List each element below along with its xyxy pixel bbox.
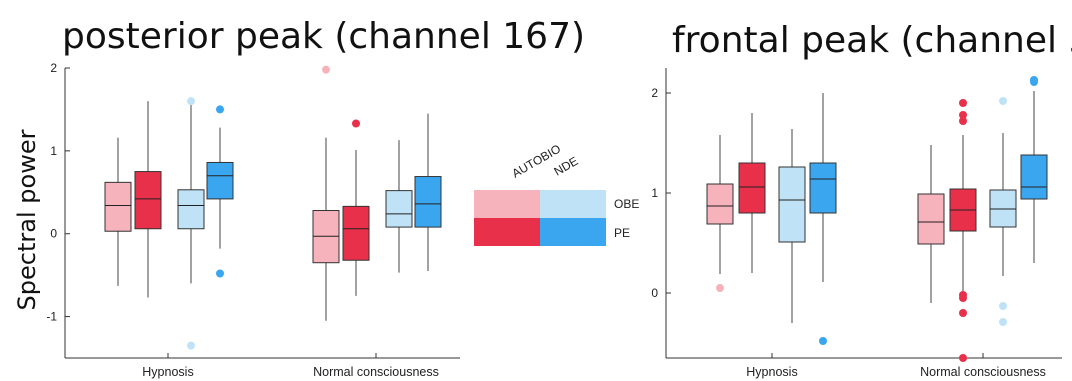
y-tick-label: -1 [46, 310, 57, 324]
box-autobio-pe-normal-consciousness-outlier [959, 309, 967, 317]
box-nde-obe-normal-consciousness-outlier [999, 302, 1007, 310]
legend-swatch-nde-obe [540, 190, 606, 218]
box-autobio-pe-normal-consciousness-outlier [959, 117, 967, 125]
frontal-panel-title: frontal peak (channel 36) [672, 20, 1072, 61]
box-nde-pe-hypnosis-outlier [819, 337, 827, 345]
category-label-hypnosis: Hypnosis [746, 365, 797, 379]
box-autobio-pe-normal-consciousness-outlier [959, 99, 967, 107]
box-nde-obe-normal-consciousness [385, 190, 413, 228]
box-nde-pe-normal-consciousness-outlier [1030, 78, 1038, 86]
category-label-normal: Normal consciousness [313, 365, 439, 379]
box-nde-obe-hypnosis-outlier [187, 97, 195, 106]
legend-swatch-autobio-pe [474, 218, 540, 246]
box-nde-pe-normal-consciousness [1020, 154, 1048, 200]
box-nde-obe-hypnosis-outlier [187, 341, 195, 350]
box-autobio-obe-hypnosis [706, 183, 734, 225]
box-nde-pe-hypnosis [809, 162, 837, 214]
box-autobio-pe-hypnosis [134, 171, 162, 230]
posterior-panel-title: posterior peak (channel 167) [62, 16, 585, 57]
legend-swatch-autobio-obe [474, 190, 540, 218]
legend-row-pe: PE [614, 226, 630, 240]
box-nde-pe-hypnosis-outlier [216, 105, 224, 114]
y-tick-label: 1 [651, 186, 658, 200]
box-nde-obe-normal-consciousness-outlier [999, 318, 1007, 326]
box-autobio-pe-normal-consciousness-outlier [959, 294, 967, 302]
box-nde-pe-normal-consciousness [414, 176, 442, 228]
box-nde-obe-hypnosis [778, 166, 806, 243]
frontal-peak-panel: frontal peak (channel 36) 2 1 0 Hypnosis N… [651, 20, 1072, 379]
box-autobio-obe-hypnosis-outlier [716, 284, 724, 292]
box-autobio-obe-normal-consciousness [917, 193, 945, 245]
box-nde-pe-hypnosis [206, 161, 234, 200]
posterior-plot-area: 2 1 0 -1 [46, 61, 460, 359]
box-autobio-obe-normal-consciousness-outlier [322, 65, 330, 74]
y-tick-label: 1 [50, 144, 57, 158]
y-tick-label: 2 [651, 86, 658, 100]
legend-swatch-nde-pe [540, 218, 606, 246]
y-tick-label: 0 [651, 286, 658, 300]
box-autobio-obe-hypnosis [104, 181, 132, 232]
box-autobio-pe-hypnosis [738, 162, 766, 214]
legend-row-obe: OBE [614, 197, 639, 211]
y-tick-label: 2 [50, 61, 57, 75]
category-label-hypnosis: Hypnosis [142, 365, 193, 379]
box-autobio-pe-normal-consciousness-outlier [352, 119, 360, 128]
posterior-peak-panel: posterior peak (channel 167) Spectral po… [13, 16, 585, 379]
box-autobio-pe-normal-consciousness-outlier [959, 111, 967, 119]
category-label-normal: Normal consciousness [920, 365, 1046, 379]
legend: AUTOBIO NDE OBE PE [474, 142, 639, 246]
box-autobio-pe-normal-consciousness [342, 205, 370, 261]
box-autobio-pe-normal-consciousness-outlier [959, 354, 967, 362]
box-nde-pe-hypnosis-outlier [216, 269, 224, 278]
frontal-plot-area: 2 1 0 [651, 68, 1062, 362]
y-axis-label: Spectral power [13, 129, 41, 310]
y-tick-label: 0 [50, 227, 57, 241]
legend-col-autobio: AUTOBIO [510, 142, 564, 181]
box-nde-obe-hypnosis [177, 189, 205, 230]
box-nde-obe-normal-consciousness-outlier [999, 97, 1007, 105]
